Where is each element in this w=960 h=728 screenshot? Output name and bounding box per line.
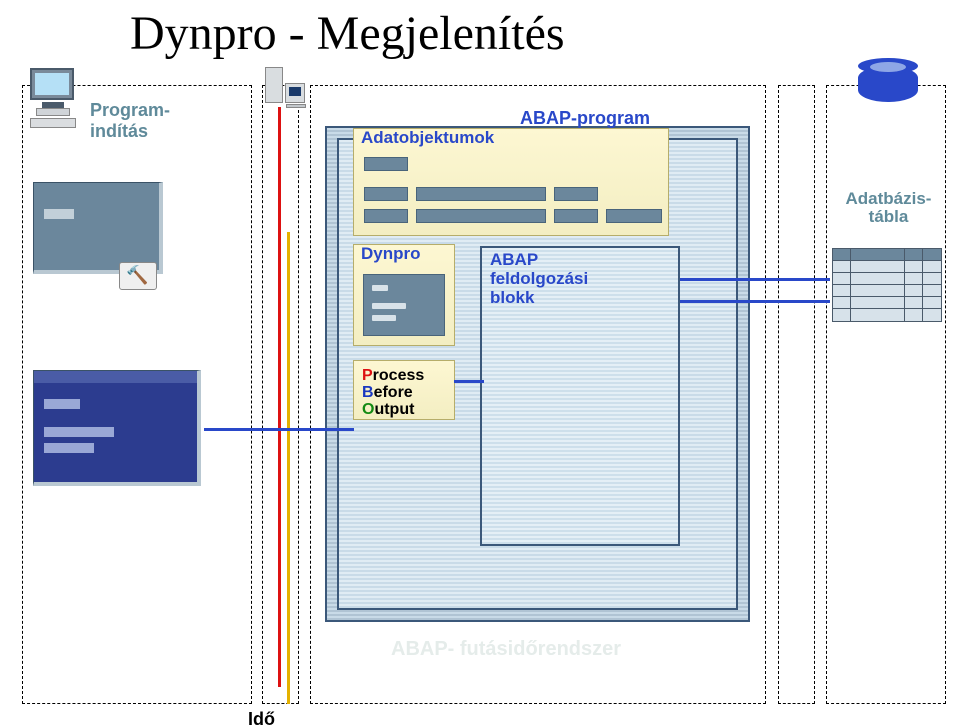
- gui-window-1: [33, 182, 163, 274]
- zone-db: [826, 85, 946, 704]
- slide: Dynpro - Megjelenítés Program- indítás A…: [0, 0, 960, 728]
- time-label: Idő: [248, 709, 275, 728]
- db-table-label: Adatbázis-tábla: [839, 190, 938, 226]
- pc-icon: [30, 68, 76, 128]
- runtime-label: ABAP- futásidőrendszer: [391, 638, 621, 661]
- timeline-red: [278, 107, 281, 687]
- gui-window-2: [33, 370, 201, 486]
- zone-sep2: [778, 85, 815, 704]
- abap-program-label: ABAP-program: [520, 108, 650, 129]
- dynpro-label: Dynpro: [361, 244, 421, 264]
- arrow-3: [680, 278, 830, 281]
- arrow-1: [204, 428, 354, 431]
- arrow-4: [680, 300, 830, 303]
- abap-block-label: ABAP feldolgozási blokk: [490, 250, 588, 307]
- data-objects-label: Adatobjektumok: [361, 128, 494, 148]
- db-table: [832, 248, 942, 322]
- dynpro-screen: [363, 274, 445, 336]
- timeline-yellow: [287, 232, 290, 704]
- program-start-label: Program- indítás: [90, 100, 170, 142]
- database-icon: [853, 58, 923, 106]
- arrow-2: [454, 380, 484, 383]
- gear-hammer-icon: [119, 262, 157, 290]
- pbo-box: Process Before Output: [353, 360, 455, 420]
- server-icon: [265, 67, 305, 103]
- slide-title: Dynpro - Megjelenítés: [130, 6, 565, 61]
